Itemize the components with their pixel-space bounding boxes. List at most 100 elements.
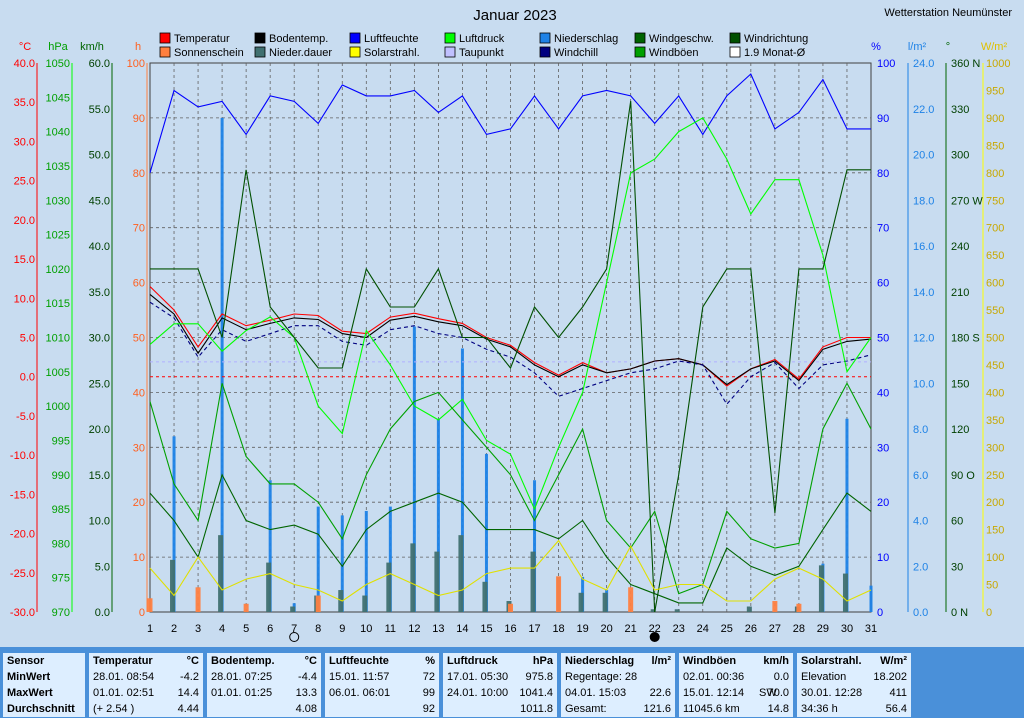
stats-row: 92: [325, 701, 439, 717]
stats-row: Gesamt: 121.6: [561, 701, 675, 717]
bar-niederschlag: [484, 453, 488, 612]
stats-value: 975.8: [525, 671, 553, 683]
stats-cell: Durchschnitt: [7, 703, 75, 715]
bar-niederdauer: [482, 581, 488, 612]
axis-unit-pressure: hPa: [48, 41, 68, 53]
series-windgeschw: [149, 473, 872, 604]
tick-pressure: 970: [52, 607, 70, 619]
legend-label: Luftdruck: [459, 33, 505, 45]
bar-niederschlag: [533, 480, 537, 612]
x-tick: 31: [865, 623, 877, 635]
tick-temp: -20.0: [10, 529, 35, 541]
stats-cell: 11045.6 km: [683, 703, 740, 715]
tick-direction: 330: [951, 104, 969, 116]
x-tick: 26: [745, 623, 757, 635]
axis-unit-temp: °C: [19, 41, 31, 53]
bar-sonnenschein: [315, 595, 321, 612]
tick-direction: 270 W: [951, 195, 983, 207]
stats-value: -4.2: [180, 671, 199, 683]
legend-swatch: [444, 32, 456, 44]
legend-swatch: [159, 46, 171, 58]
tick-wind: 60.0: [89, 58, 110, 70]
tick-wind: 25.0: [89, 378, 110, 390]
stats-cell: Elevation: [801, 671, 847, 683]
tick-rain: 10.0: [913, 378, 934, 390]
bar-niederschlag: [412, 326, 416, 612]
legend-swatch: [729, 32, 741, 44]
stats-header: Luftfeuchte%: [325, 653, 439, 669]
tick-temp: 15.0: [14, 254, 35, 266]
stats-cell: MaxWert: [7, 687, 53, 699]
tick-direction: 180 S: [951, 333, 980, 345]
tick-direction: 210: [951, 287, 969, 299]
tick-sun: 90: [133, 113, 145, 125]
series-solarstrahl: [149, 539, 872, 602]
axis-unit-rain: l/m²: [908, 41, 927, 53]
tick-sun: 50: [133, 333, 145, 345]
tick-solar: 300: [986, 442, 1004, 454]
stats-block-temp: Temperatur °C 28.01. 08:54 -4.2 01.01. 02:51…: [89, 653, 203, 717]
stats-value: 1041.4: [519, 687, 553, 699]
legend-label: Taupunkt: [459, 47, 504, 59]
series-windrichtung: [150, 101, 871, 613]
stats-row: Elevation 18.202: [797, 669, 911, 685]
x-tick: 7: [291, 623, 297, 635]
series-taupunkt: [149, 301, 872, 406]
stats-title: Niederschlag: [565, 655, 635, 667]
tick-humidity: 30: [877, 442, 889, 454]
stats-cell: MinWert: [7, 671, 51, 683]
bar-niederdauer: [602, 592, 608, 612]
x-tick: 3: [195, 623, 201, 635]
axis-unit-wind: km/h: [80, 41, 104, 53]
legend-label: Windchill: [554, 47, 598, 59]
x-tick: 29: [817, 623, 829, 635]
bar-niederdauer: [218, 535, 224, 612]
axis-unit-solar: W/m²: [981, 41, 1008, 53]
stats-title: Temperatur: [93, 655, 153, 667]
stats-row: 15.01. 12:14 SW 70.0: [679, 685, 793, 701]
tick-temp: 5.0: [20, 333, 35, 345]
bar-niederschlag: [436, 418, 440, 612]
stats-cell: 15.01. 12:14: [683, 687, 745, 699]
axis-unit-sun: h: [135, 41, 141, 53]
tick-solar: 900: [986, 113, 1004, 125]
stats-block-sensor: Sensor MinWert MaxWert Durchschnitt: [3, 653, 85, 717]
tick-humidity: 10: [877, 552, 889, 564]
tick-solar: 800: [986, 168, 1004, 180]
legend-swatch: [349, 46, 361, 58]
x-tick: 4: [219, 623, 225, 635]
bar-niederschlag: [172, 436, 176, 612]
stats-unit: km/h: [763, 655, 789, 667]
tick-temp: 20.0: [14, 215, 35, 227]
tick-rain: 20.0: [913, 150, 934, 162]
stats-cell: 28.01. 08:54: [93, 671, 155, 683]
tick-humidity: 100: [877, 58, 895, 70]
tick-humidity: 20: [877, 497, 889, 509]
tick-direction: 0 N: [951, 607, 968, 619]
tick-direction: 360 N: [951, 58, 980, 70]
x-tick: 28: [793, 623, 805, 635]
stats-cell: 15.01. 11:57: [329, 671, 390, 683]
stats-value: 4.08: [295, 703, 317, 715]
tick-pressure: 975: [52, 573, 70, 585]
stats-cell: 04.01. 15:03: [565, 687, 627, 699]
tick-pressure: 1050: [46, 58, 70, 70]
x-tick: 15: [480, 623, 492, 635]
bar-sonnenschein: [772, 601, 778, 612]
tick-direction: 240: [951, 241, 969, 253]
tick-wind: 40.0: [89, 241, 110, 253]
tick-solar: 1000: [986, 58, 1010, 70]
legend-label: Nieder.dauer: [269, 47, 332, 59]
full-moon-icon: [289, 632, 300, 642]
stats-value: 99: [422, 687, 435, 699]
stats-cell: 17.01. 05:30: [447, 671, 509, 683]
stats-cell: Regentage: 28: [565, 671, 638, 683]
legend-label: Bodentemp.: [269, 33, 328, 45]
stats-cell: 30.01. 12:28: [801, 687, 863, 699]
legend-swatch: [254, 32, 266, 44]
tick-wind: 55.0: [89, 104, 110, 116]
legend-swatch: [539, 32, 551, 44]
tick-rain: 12.0: [913, 333, 934, 345]
stats-row: 28.01. 08:54 -4.2: [89, 669, 203, 685]
stats-value: 4.44: [177, 703, 199, 715]
